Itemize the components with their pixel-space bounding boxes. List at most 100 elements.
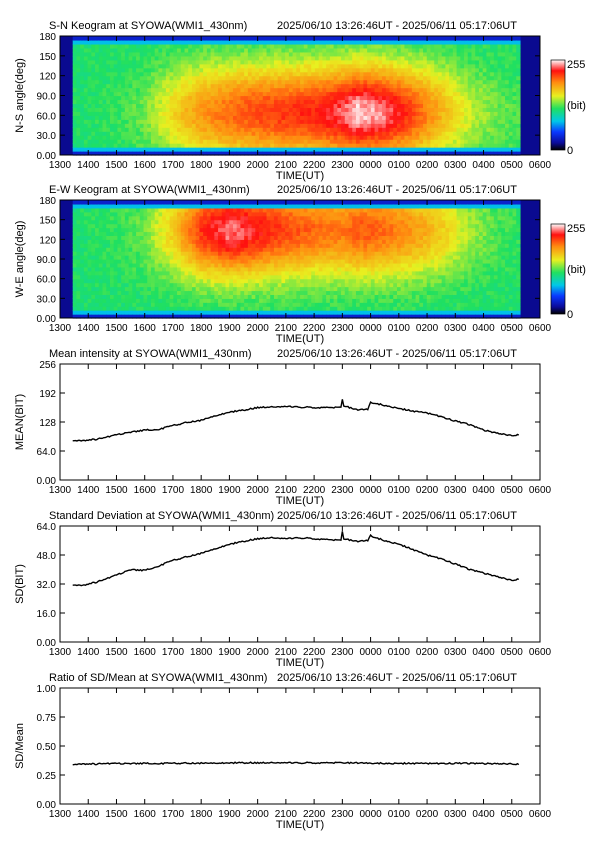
heatmap-cell bbox=[158, 55, 163, 61]
heatmap-cell bbox=[121, 290, 126, 295]
heatmap-cell bbox=[139, 294, 145, 299]
heatmap-cell bbox=[173, 255, 178, 260]
heatmap-cell bbox=[341, 111, 346, 116]
heatmap-cell bbox=[139, 67, 145, 73]
heatmap-cell bbox=[259, 47, 264, 53]
heatmap-cell bbox=[471, 83, 476, 89]
heatmap-cell bbox=[184, 59, 189, 65]
heatmap-cell bbox=[109, 239, 115, 244]
heatmap-cell bbox=[206, 43, 212, 49]
heatmap-cell bbox=[221, 302, 227, 307]
heatmap-cell bbox=[359, 55, 365, 61]
heatmap-cell bbox=[102, 139, 107, 144]
heatmap-cell bbox=[83, 139, 89, 144]
heatmap-cell bbox=[303, 119, 309, 124]
heatmap-cell bbox=[143, 235, 148, 240]
heatmap-cell bbox=[87, 115, 92, 120]
heatmap-cell bbox=[478, 119, 484, 124]
heatmap-cell bbox=[106, 39, 111, 45]
heatmap-cell bbox=[318, 115, 324, 120]
heatmap-cell bbox=[184, 310, 189, 315]
heatmap-cell bbox=[225, 294, 230, 299]
heatmap-cell bbox=[419, 115, 424, 120]
heatmap-cell bbox=[121, 298, 126, 303]
heatmap-cell bbox=[292, 39, 297, 45]
heatmap-cell bbox=[292, 79, 297, 85]
heatmap-cell bbox=[464, 71, 469, 77]
heatmap-cell bbox=[355, 111, 361, 116]
heatmap-cell bbox=[188, 39, 193, 45]
heatmap-cell bbox=[87, 59, 92, 65]
heatmap-cell bbox=[232, 119, 238, 124]
heatmap-cell bbox=[214, 306, 219, 311]
heatmap-cell bbox=[505, 95, 510, 101]
heatmap-cell bbox=[117, 75, 122, 81]
heatmap-cell bbox=[344, 47, 350, 53]
heatmap-cell bbox=[83, 115, 89, 120]
heatmap-cell bbox=[154, 274, 160, 280]
heatmap-cell bbox=[98, 259, 104, 264]
heatmap-cell bbox=[83, 43, 89, 49]
heatmap-cell bbox=[430, 103, 435, 108]
heatmap-cell bbox=[87, 251, 92, 256]
heatmap-cell bbox=[184, 286, 189, 292]
heatmap-cell bbox=[165, 147, 171, 152]
heatmap-cell bbox=[128, 143, 133, 148]
heatmap-cell bbox=[169, 51, 174, 57]
heatmap-cell bbox=[221, 227, 227, 233]
heatmap-cell bbox=[318, 75, 324, 81]
heatmap-cell bbox=[225, 63, 230, 69]
heatmap-cell bbox=[169, 139, 174, 144]
heatmap-cell bbox=[210, 294, 215, 299]
heatmap-cell bbox=[150, 79, 156, 85]
heatmap-cell bbox=[106, 200, 111, 205]
heatmap-cell bbox=[501, 51, 506, 57]
heatmap-cell bbox=[501, 71, 506, 77]
heatmap-cell bbox=[467, 139, 473, 144]
heatmap-cell bbox=[225, 247, 230, 252]
heatmap-cell bbox=[385, 79, 391, 85]
heatmap-cell bbox=[72, 306, 78, 311]
heatmap-cell bbox=[441, 147, 447, 152]
heatmap-cell bbox=[236, 99, 242, 105]
heatmap-cell bbox=[132, 314, 137, 319]
heatmap-cell bbox=[266, 87, 271, 93]
heatmap-cell bbox=[426, 47, 432, 53]
heatmap-cell bbox=[117, 135, 122, 140]
heatmap-cell bbox=[501, 55, 506, 61]
heatmap-cell bbox=[150, 302, 156, 307]
heatmap-cell bbox=[352, 75, 357, 81]
heatmap-cell bbox=[266, 63, 271, 69]
heatmap-cell bbox=[177, 286, 182, 292]
heatmap-cell bbox=[128, 111, 133, 116]
heatmap-cell bbox=[419, 59, 424, 65]
heatmap-cell bbox=[456, 91, 461, 97]
heatmap-cell bbox=[214, 127, 219, 132]
heatmap-cell bbox=[169, 274, 174, 280]
heatmap-cell bbox=[177, 223, 182, 229]
heatmap-cell bbox=[117, 111, 122, 116]
heatmap-cell bbox=[191, 55, 197, 61]
heatmap-cell bbox=[76, 91, 81, 97]
heatmap-cell bbox=[374, 79, 379, 85]
heatmap-cell bbox=[288, 67, 294, 73]
heatmap-cell bbox=[281, 103, 286, 108]
heatmap-cell bbox=[501, 111, 506, 116]
heatmap-cell bbox=[337, 91, 342, 97]
heatmap-cell bbox=[136, 99, 141, 105]
heatmap-cell bbox=[281, 139, 286, 144]
heatmap-cell bbox=[76, 239, 81, 244]
heatmap-cell bbox=[221, 103, 227, 108]
heatmap-cell bbox=[508, 99, 514, 105]
heatmap-cell bbox=[195, 127, 201, 132]
heatmap-cell bbox=[214, 243, 219, 248]
heatmap-cell bbox=[132, 211, 137, 217]
heatmap-cell bbox=[158, 255, 163, 260]
heatmap-cell bbox=[72, 91, 78, 97]
heatmap-cell bbox=[437, 83, 443, 89]
heatmap-cell bbox=[229, 239, 234, 244]
heatmap-cell bbox=[292, 151, 297, 156]
heatmap-cell bbox=[206, 231, 212, 236]
heatmap-cell bbox=[478, 143, 484, 148]
heatmap-cell bbox=[225, 43, 230, 49]
